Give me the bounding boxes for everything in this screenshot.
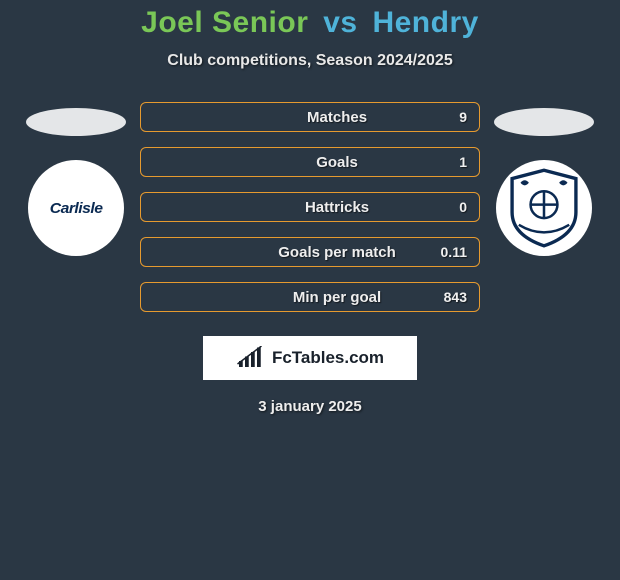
vs-label: vs: [323, 6, 357, 39]
comparison-card: Joel Senior vs Hendry Club competitions,…: [0, 0, 620, 580]
player1-club-name: Carlisle: [50, 200, 103, 217]
player1-name: Joel Senior: [141, 6, 308, 39]
player2-avatar-placeholder: [494, 108, 594, 136]
stat-label: Hattricks: [195, 199, 479, 216]
stat-row: Goals per match 0.11: [140, 237, 480, 267]
site-logo-text: FcTables.com: [272, 348, 384, 368]
player2-club-badge: [496, 160, 592, 256]
stat-label: Goals per match: [195, 244, 479, 261]
player2-name: Hendry: [372, 6, 478, 39]
date-label: 3 january 2025: [258, 398, 361, 415]
tranmere-crest-icon: [502, 166, 586, 250]
bar-chart-icon: [236, 346, 266, 370]
site-logo[interactable]: FcTables.com: [203, 336, 417, 380]
stat-label: Min per goal: [195, 289, 479, 306]
stat-row: Hattricks 0: [140, 192, 480, 222]
stat-label: Goals: [195, 154, 479, 171]
stat-right-value: 9: [459, 109, 467, 125]
stat-row: Matches 9: [140, 102, 480, 132]
comparison-body: Carlisle Matches 9 Goals 1 Hattricks 0 G…: [0, 102, 620, 312]
player1-avatar-placeholder: [26, 108, 126, 136]
right-side: [494, 108, 594, 256]
page-title: Joel Senior vs Hendry: [141, 6, 479, 40]
player1-club-badge: Carlisle: [28, 160, 124, 256]
stat-right-value: 0.11: [441, 244, 467, 260]
stats-list: Matches 9 Goals 1 Hattricks 0 Goals per …: [140, 102, 480, 312]
stat-right-value: 0: [459, 199, 467, 215]
stat-right-value: 1: [459, 154, 467, 170]
left-side: Carlisle: [26, 108, 126, 256]
stat-row: Min per goal 843: [140, 282, 480, 312]
stat-label: Matches: [195, 109, 479, 126]
stat-row: Goals 1: [140, 147, 480, 177]
subtitle: Club competitions, Season 2024/2025: [167, 52, 452, 70]
stat-right-value: 843: [444, 289, 467, 305]
